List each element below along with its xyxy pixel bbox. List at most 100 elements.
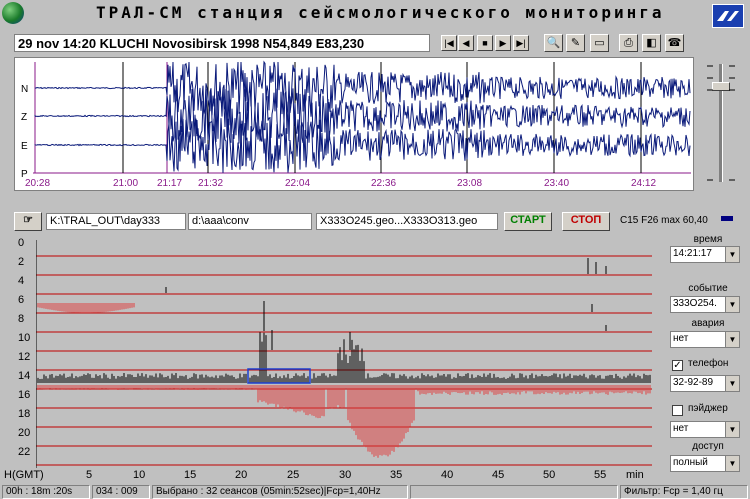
folder-button[interactable]: ▭ bbox=[590, 34, 609, 52]
x-label: 25 bbox=[287, 469, 300, 481]
time-label: 22:04 bbox=[285, 178, 310, 189]
event-label: событие bbox=[688, 283, 728, 294]
first-icon: |◀ bbox=[444, 38, 454, 48]
time-label: 23:08 bbox=[457, 178, 482, 189]
phone-label: телефон bbox=[688, 358, 729, 369]
access-select[interactable]: полный ▼ bbox=[670, 455, 740, 472]
x-label: 35 bbox=[390, 469, 403, 481]
start-button[interactable]: СТАРТ bbox=[504, 212, 552, 231]
indicator-icon bbox=[721, 216, 733, 221]
y-label: 2 bbox=[18, 256, 25, 268]
hours-chart bbox=[36, 240, 652, 468]
phone-value: 32-92-89 bbox=[673, 377, 714, 388]
x-label: 30 bbox=[339, 469, 352, 481]
next-button[interactable]: ▶ bbox=[495, 35, 511, 51]
prev-button[interactable]: ◀ bbox=[458, 35, 474, 51]
dest-path-field[interactable]: d:\aaa\conv bbox=[188, 213, 312, 230]
alarm-label: авария bbox=[691, 318, 725, 329]
pause-icon: ■ bbox=[482, 38, 488, 48]
files-field[interactable]: X333O245.geo...X333O313.geo bbox=[316, 213, 498, 230]
logo-icon bbox=[712, 4, 744, 28]
waveform-trace bbox=[34, 116, 691, 173]
chevron-down-icon[interactable]: ▼ bbox=[725, 247, 739, 262]
selection-box bbox=[247, 368, 311, 384]
params-text: C15 F26 max 60,40 bbox=[620, 215, 708, 226]
slider-track bbox=[719, 64, 723, 182]
status-duration: 00h : 18m :20s bbox=[2, 485, 90, 499]
status-empty bbox=[410, 485, 618, 499]
chevron-down-icon[interactable]: ▼ bbox=[725, 422, 739, 437]
time-label: 21:00 bbox=[113, 178, 138, 189]
y-label: 18 bbox=[18, 408, 31, 420]
x-unit: min bbox=[626, 469, 644, 481]
y-label: 8 bbox=[18, 313, 25, 325]
time-label: 24:12 bbox=[631, 178, 656, 189]
zoom-icon: 🔍 bbox=[546, 37, 561, 49]
palette-button[interactable]: ◧ bbox=[642, 34, 661, 52]
time-label: 22:36 bbox=[371, 178, 396, 189]
first-button[interactable]: |◀ bbox=[441, 35, 457, 51]
x-label: 15 bbox=[184, 469, 197, 481]
station-info: 29 nov 14:20 KLUCHI Novosibirsk 1998 N54… bbox=[14, 34, 430, 52]
x-label: 40 bbox=[441, 469, 454, 481]
chevron-down-icon[interactable]: ▼ bbox=[725, 297, 739, 312]
slider-thumb[interactable] bbox=[712, 82, 730, 91]
stop-button[interactable]: СТОП bbox=[562, 212, 610, 231]
browse-button[interactable]: ☞ bbox=[14, 212, 42, 231]
print-button[interactable]: ⎙ bbox=[619, 34, 638, 52]
time-label: 21:32 bbox=[198, 178, 223, 189]
edit-button[interactable]: ✎ bbox=[566, 34, 585, 52]
x-label: 55 bbox=[594, 469, 607, 481]
x-label: 20 bbox=[235, 469, 248, 481]
pager-value: нет bbox=[673, 423, 689, 434]
x-label: 5 bbox=[86, 469, 93, 481]
last-button[interactable]: ▶| bbox=[513, 35, 529, 51]
time-label: 20:28 bbox=[25, 178, 50, 189]
last-icon: ▶| bbox=[516, 38, 526, 48]
event-select[interactable]: 333O254. ▼ bbox=[670, 296, 740, 313]
palette-icon: ◧ bbox=[646, 37, 657, 49]
alarm-select[interactable]: нет ▼ bbox=[670, 331, 740, 348]
y-label: 4 bbox=[18, 275, 25, 287]
pager-checkbox[interactable] bbox=[672, 405, 683, 416]
chevron-down-icon[interactable]: ▼ bbox=[725, 332, 739, 347]
chevron-down-icon[interactable]: ▼ bbox=[725, 456, 739, 471]
waveform-trace bbox=[34, 60, 691, 116]
x-label: 45 bbox=[492, 469, 505, 481]
zoom-button[interactable]: 🔍 bbox=[544, 34, 563, 52]
app-title: ТРАЛ-СМ станция сейсмологического монито… bbox=[96, 3, 665, 22]
y-label: 10 bbox=[18, 332, 31, 344]
hand-icon: ☞ bbox=[23, 214, 33, 226]
channel-label: E bbox=[21, 141, 28, 152]
waveform-panel: N Z E P 20:28 21:00 21:17 21:32 22:04 22:36 23:08 2… bbox=[14, 57, 694, 191]
chevron-down-icon[interactable]: ▼ bbox=[725, 376, 739, 391]
slider-ticks bbox=[707, 65, 735, 181]
waveform-plot: N Z E P20:28 21:00 21:17 21:32 22:04 22:36 23:08 2… bbox=[21, 60, 691, 189]
pager-select[interactable]: нет ▼ bbox=[670, 421, 740, 438]
time-label: время bbox=[693, 234, 723, 245]
x-label: 50 bbox=[543, 469, 556, 481]
pager-label: пэйджер bbox=[688, 403, 728, 414]
access-value: полный bbox=[673, 457, 708, 468]
y-label: 16 bbox=[18, 389, 31, 401]
x-axis-label: H(GMT) bbox=[4, 469, 44, 481]
phone-icon: ☎ bbox=[667, 37, 682, 49]
x-label: 10 bbox=[133, 469, 146, 481]
y-label: 12 bbox=[18, 351, 31, 363]
alarm-value: нет bbox=[673, 333, 689, 344]
phone-checkbox[interactable]: ✓ bbox=[672, 360, 683, 371]
phone-button[interactable]: ☎ bbox=[665, 34, 684, 52]
y-label: 14 bbox=[18, 370, 31, 382]
phone-select[interactable]: 32-92-89 ▼ bbox=[670, 375, 740, 392]
prev-icon: ◀ bbox=[462, 38, 470, 48]
globe-icon bbox=[2, 2, 24, 24]
pause-button[interactable]: ■ bbox=[477, 35, 493, 51]
access-label: доступ bbox=[692, 441, 724, 452]
source-path-field[interactable]: K:\TRAL_OUT\day333 bbox=[46, 213, 186, 230]
waveform-trace bbox=[34, 88, 691, 144]
y-label: 6 bbox=[18, 294, 25, 306]
edit-icon: ✎ bbox=[570, 37, 581, 49]
time-select[interactable]: 14:21:17 ▼ bbox=[670, 246, 740, 263]
amplitude-slider[interactable] bbox=[703, 60, 739, 186]
time-value: 14:21:17 bbox=[673, 248, 712, 259]
